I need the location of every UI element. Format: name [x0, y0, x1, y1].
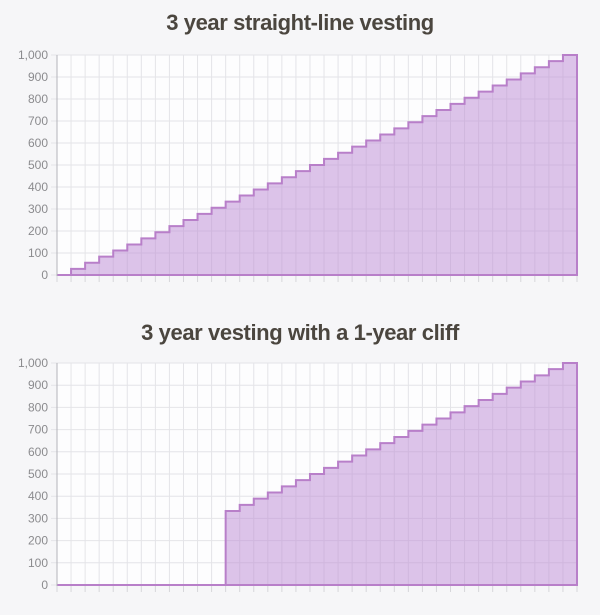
y-tick-label: 700 [28, 423, 48, 437]
chart-plot-straight-line: 0 100 200 300 400 500 600 700 800 900 1,000 [0, 42, 600, 296]
y-tick-label: 100 [28, 556, 48, 570]
chart-title-straight-line: 3 year straight-line vesting [166, 10, 434, 35]
chart-title-cliff: 3 year vesting with a 1-year cliff [141, 320, 459, 345]
y-tick-label: 500 [28, 158, 48, 172]
y-tick-label: 0 [41, 578, 48, 592]
y-tick-label: 0 [41, 268, 48, 282]
y-tick-label: 900 [28, 378, 48, 392]
y-tick-label: 200 [28, 224, 48, 238]
y-tick-label: 800 [28, 400, 48, 414]
y-tick-label: 300 [28, 202, 48, 216]
y-tick-label: 1,000 [18, 356, 48, 370]
y-axis-labels: 0 100 200 300 400 500 600 700 800 900 1,000 [18, 356, 48, 592]
y-tick-label: 600 [28, 136, 48, 150]
y-tick-label: 700 [28, 114, 48, 128]
y-tick-label: 300 [28, 511, 48, 525]
y-tick-label: 1,000 [18, 48, 48, 62]
vested-shares-area [57, 362, 578, 586]
y-tick-label: 400 [28, 180, 48, 194]
chart-plot-cliff: 0 100 200 300 400 500 600 700 800 900 1,000 [0, 350, 600, 610]
y-tick-label: 100 [28, 246, 48, 260]
y-tick-label: 400 [28, 489, 48, 503]
y-tick-label: 800 [28, 92, 48, 106]
y-tick-label: 900 [28, 70, 48, 84]
vested-shares-area [57, 54, 578, 276]
y-axis-labels: 0 100 200 300 400 500 600 700 800 900 1,000 [18, 48, 48, 282]
stepped-area-chart: 0 100 200 300 400 500 600 700 800 900 1,000 [18, 48, 578, 282]
y-tick-label: 600 [28, 445, 48, 459]
stepped-area-chart: 0 100 200 300 400 500 600 700 800 900 1,000 [18, 356, 578, 592]
y-tick-label: 500 [28, 467, 48, 481]
y-tick-label: 200 [28, 534, 48, 548]
